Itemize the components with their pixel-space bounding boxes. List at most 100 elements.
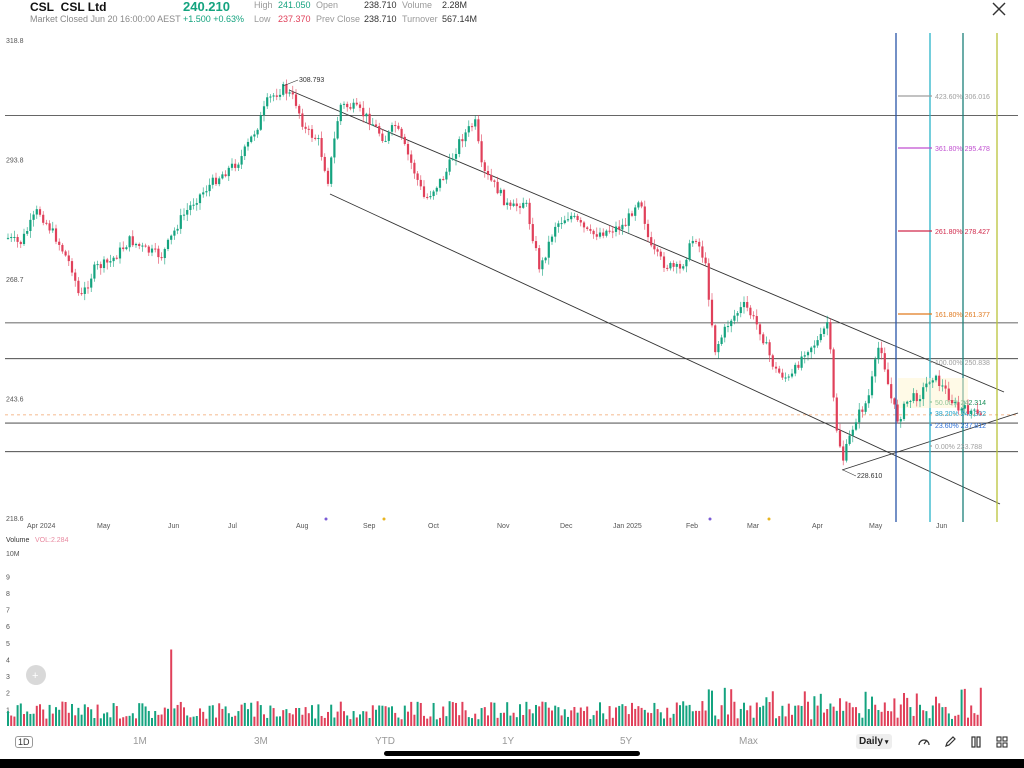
candle-body (867, 395, 870, 404)
volume-bar (122, 717, 125, 726)
candle-body (128, 236, 131, 248)
interval-label: Daily (859, 736, 883, 747)
candle-body (333, 138, 336, 158)
volume-axis-label: 4 (6, 657, 10, 664)
candle-body (826, 322, 829, 329)
close-icon[interactable] (990, 0, 1008, 18)
volume-bar (701, 701, 704, 726)
volume-bar (141, 703, 144, 726)
candle-body (19, 241, 22, 245)
volume-bar (23, 714, 25, 726)
candle-body (454, 153, 458, 159)
candle-body (771, 355, 774, 367)
volume-bar (333, 717, 336, 726)
volume-bar (314, 718, 317, 726)
volume-bar (528, 709, 531, 726)
volume-bar (58, 709, 61, 726)
candle-body (141, 245, 144, 247)
candle-body (61, 244, 64, 252)
candle-body (707, 263, 710, 300)
candle-body (35, 209, 38, 215)
candle-body (906, 401, 909, 404)
volume-indicator: VOL:2.284 (35, 537, 69, 544)
candle-body (298, 105, 301, 114)
low-label: Low (254, 14, 271, 24)
volume-bar (77, 707, 80, 726)
volume-bar (855, 707, 857, 726)
volume-bar (938, 703, 941, 726)
compare-icon[interactable] (969, 735, 983, 749)
candle-body (29, 219, 32, 232)
home-indicator[interactable] (384, 751, 640, 756)
candle-body (909, 400, 912, 402)
candle-body (320, 138, 323, 157)
volume-bar (445, 716, 448, 726)
draw-pencil-icon[interactable] (943, 735, 957, 749)
time-axis-label: Apr 2024 (27, 523, 56, 530)
candle-body (330, 157, 333, 184)
quote-header: CSL CSL Ltd Market Closed Jun 20 16:00:0… (0, 0, 1024, 30)
indicator-gauge-icon[interactable] (917, 735, 931, 749)
range-1d-button[interactable]: 1D (15, 736, 33, 748)
candle-body (90, 278, 93, 288)
volume-bar (259, 705, 262, 726)
layout-grid-icon[interactable] (995, 735, 1009, 749)
fib-level-label: 0.00% 233.788 (935, 444, 982, 451)
volume-bar (403, 705, 406, 726)
candle-body (102, 259, 106, 269)
low-marker-label: 228.610 (857, 473, 882, 480)
volume-bar (979, 687, 982, 726)
volume-bar (506, 702, 509, 726)
range-5y-button[interactable]: 5Y (620, 736, 633, 747)
volume-bar (397, 717, 400, 726)
volume-bar (749, 705, 752, 726)
volume-bar (455, 702, 457, 726)
candle-body (464, 132, 467, 142)
candle-body (378, 126, 381, 134)
candle-body (365, 113, 368, 117)
volume-bar (426, 718, 429, 726)
volume-bar (864, 691, 867, 726)
candle-body (726, 326, 730, 328)
candle-body (701, 246, 704, 258)
volume-bar (781, 705, 784, 726)
price-chart[interactable]: 423.60% 306.016 361.80% 295.478 261.80% 27… (0, 0, 1024, 730)
candle-body (576, 215, 579, 221)
volume-bar (599, 702, 601, 726)
candle-body (278, 94, 282, 97)
range-1m-button[interactable]: 1M (133, 736, 147, 747)
fib-level-label: 261.80% 278.427 (935, 229, 990, 236)
candle-body (845, 443, 848, 461)
range-ytd-button[interactable]: YTD (375, 736, 395, 747)
range-3m-button[interactable]: 3M (254, 736, 268, 747)
candle-body (176, 228, 179, 231)
volume-bar (323, 717, 326, 726)
volume-bar (826, 709, 829, 726)
candle-body (99, 264, 102, 269)
volume-bar (931, 705, 934, 726)
interval-dropdown[interactable]: Daily ▾ (856, 734, 892, 749)
volume-bar (762, 705, 765, 726)
prev-close-value: 238.710 (364, 14, 397, 24)
candle-body (282, 84, 285, 95)
candle-body (74, 272, 77, 281)
volume-bar (512, 712, 515, 726)
range-max-button[interactable]: Max (739, 736, 758, 747)
candle-body (557, 223, 560, 227)
volume-bar (378, 705, 381, 726)
volume-bar (567, 716, 569, 726)
range-1y-button[interactable]: 1Y (502, 736, 515, 747)
candle-body (237, 164, 240, 168)
candle-body (64, 251, 67, 256)
candle-body (157, 248, 160, 258)
candle-body (778, 368, 781, 373)
candle-body (262, 106, 266, 116)
volume-axis-label: 8 (6, 591, 10, 598)
time-axis-label: Apr (812, 523, 824, 530)
volume-bar (51, 713, 54, 726)
volume-bar (298, 707, 301, 726)
event-dot (382, 517, 386, 521)
candle-body (688, 243, 691, 260)
candle-body (829, 322, 832, 350)
candle-body (832, 349, 835, 398)
